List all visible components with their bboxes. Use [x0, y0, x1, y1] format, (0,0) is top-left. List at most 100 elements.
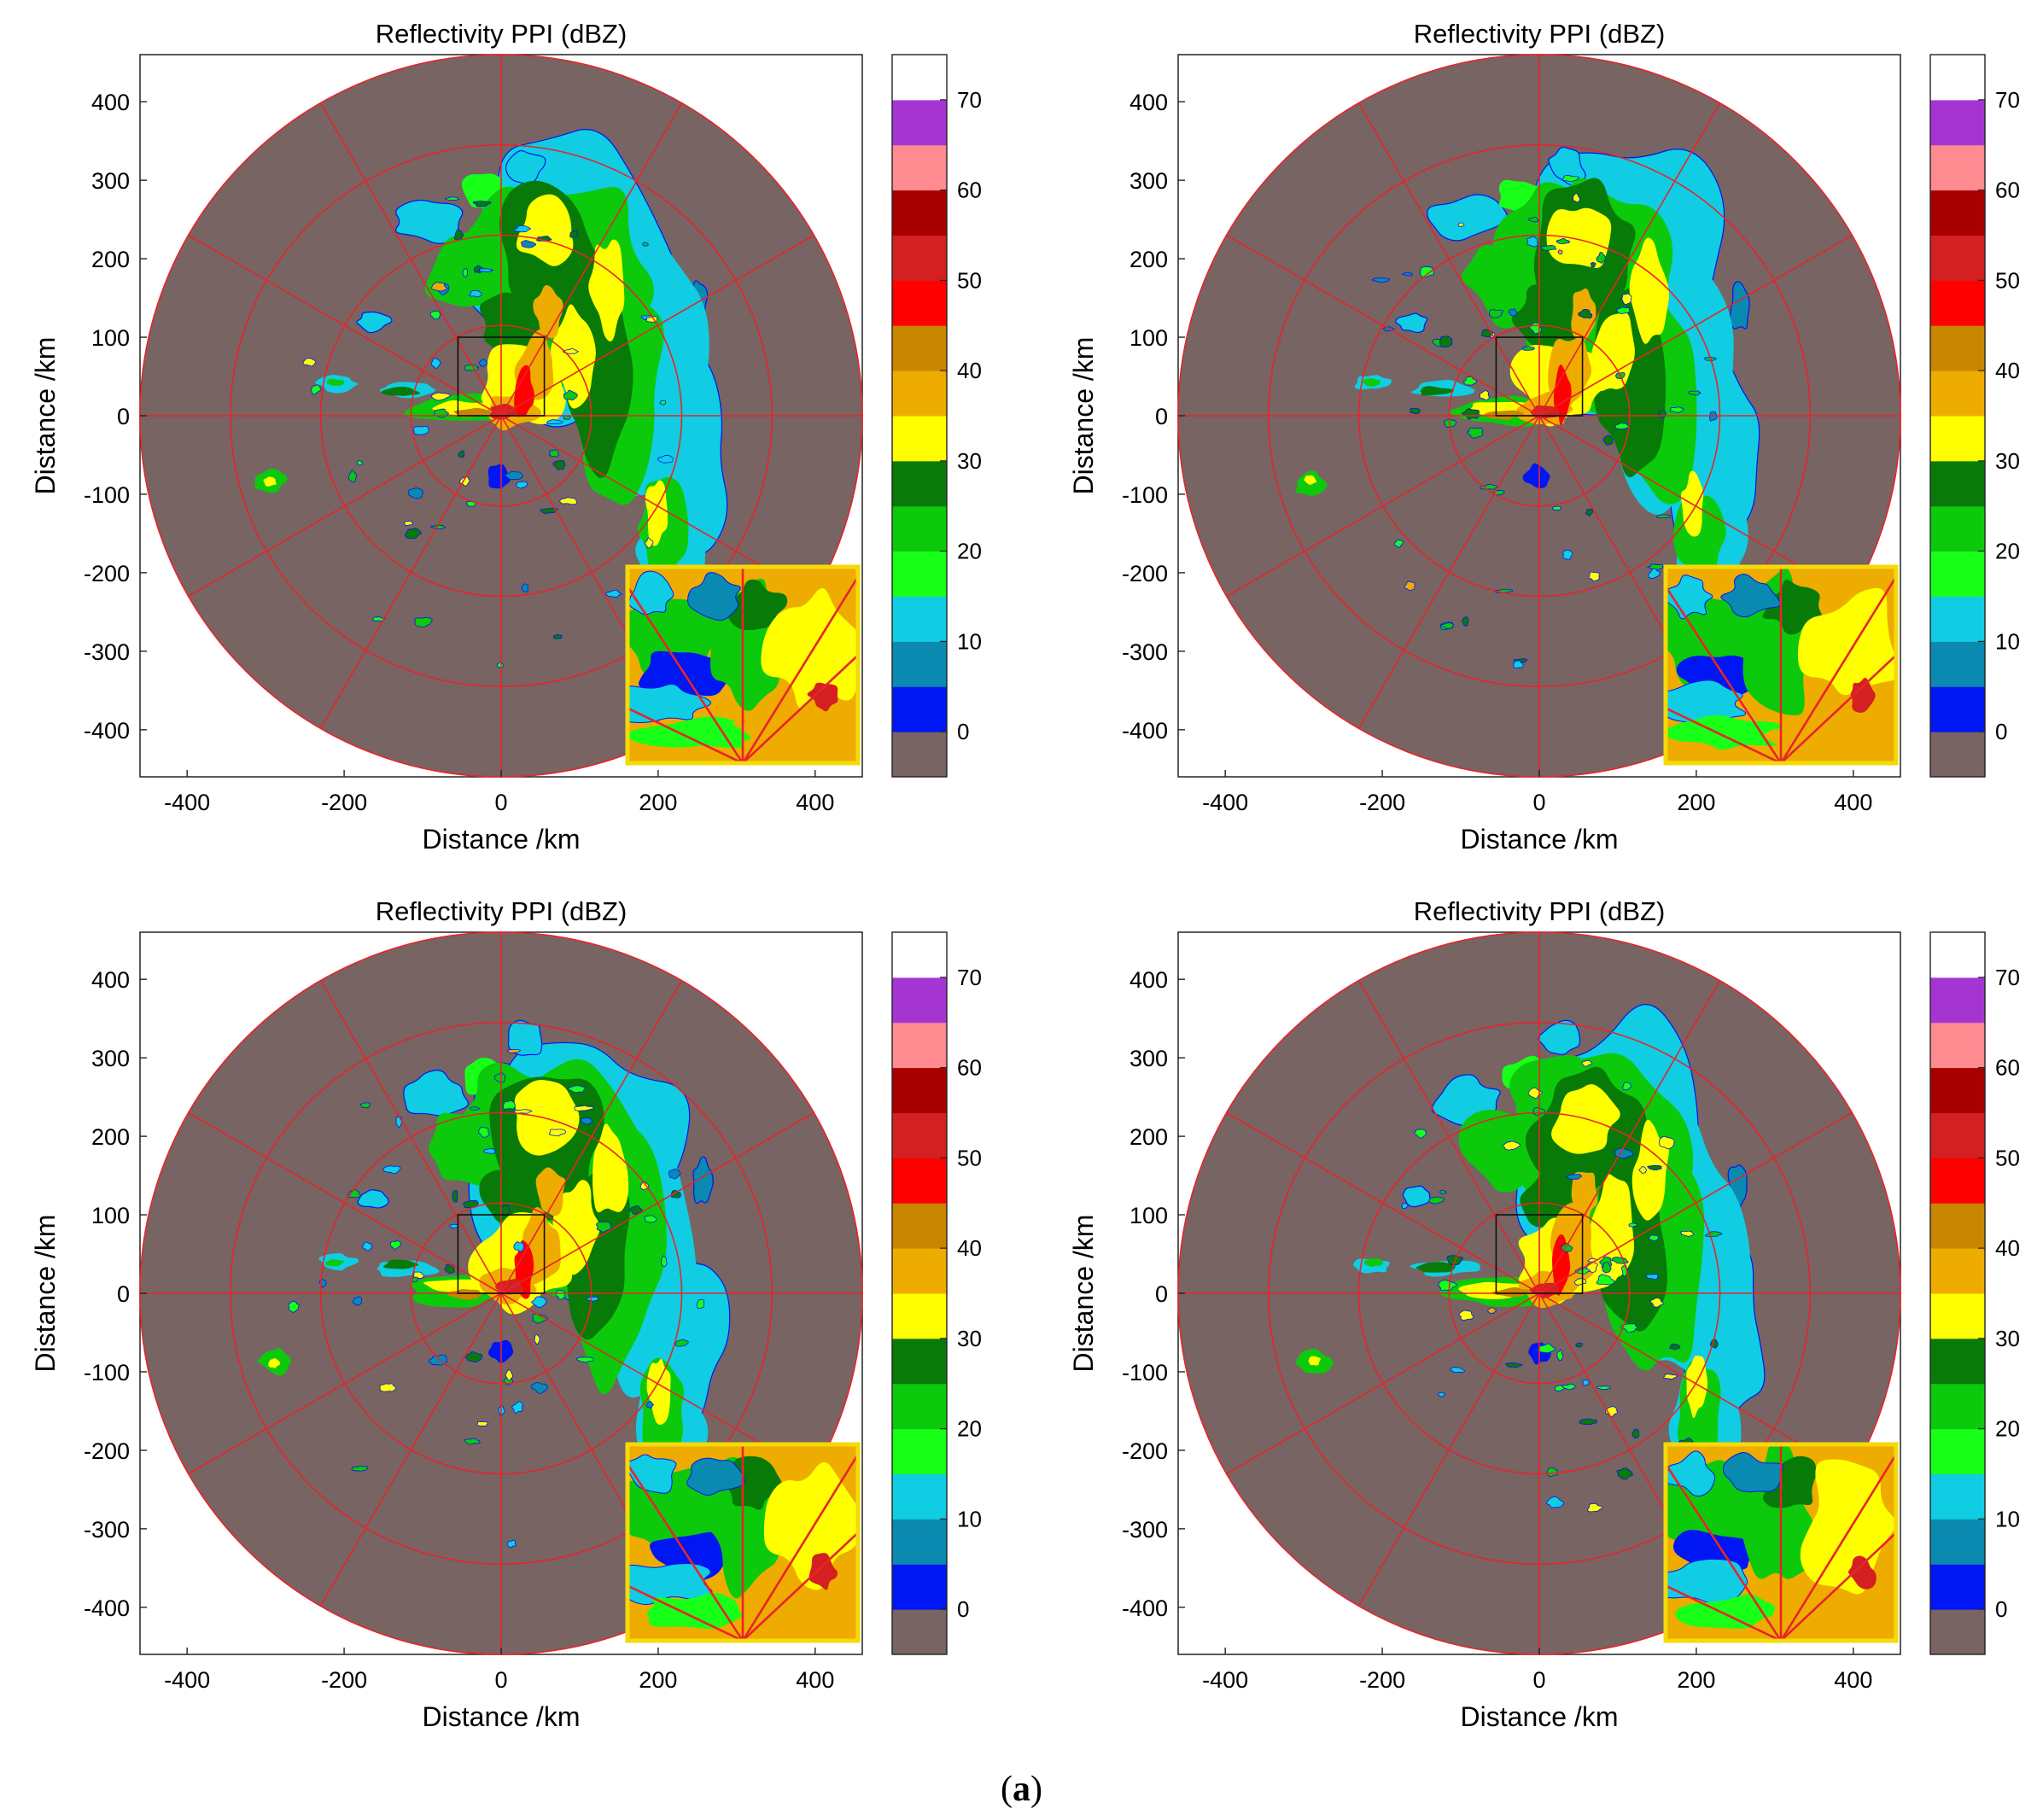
echo-cell: [588, 239, 625, 341]
echo-speckle: [563, 415, 571, 420]
colorbar-bin: [892, 99, 947, 146]
echo-cell: [516, 194, 574, 266]
colorbar-tick-label: 60: [957, 1055, 982, 1081]
echo-speckle: [605, 590, 622, 598]
colorbar-bin: [892, 1383, 947, 1430]
echo-speckle: [1645, 1274, 1659, 1280]
inset-echo-cell: [1847, 1555, 1877, 1590]
echo-speckle: [1602, 1261, 1612, 1274]
colorbar-tick-label: 70: [957, 965, 982, 990]
echo-cell: [381, 387, 421, 396]
zoom-inset: [625, 1442, 861, 1643]
colorbar-tick-label: 30: [957, 448, 982, 474]
echo-speckle: [1562, 550, 1573, 561]
echo-speckle: [1404, 580, 1416, 591]
echo-speckle: [1561, 175, 1580, 183]
colorbar-bin: [892, 280, 947, 326]
echo-speckle: [1621, 293, 1632, 306]
echo-speckle: [1458, 1310, 1474, 1321]
colorbar-frame: [891, 931, 948, 1655]
colorbar-bin: [1930, 144, 1985, 191]
colorbar-tick-label: 50: [1995, 1145, 2020, 1170]
echo-cell: [263, 476, 277, 487]
echo-speckle: [405, 528, 422, 540]
echo-speckle: [478, 268, 494, 272]
y-tick-label: -400: [1122, 718, 1168, 744]
inset-spoke: [1666, 586, 1783, 763]
echo-field: [257, 1019, 731, 1548]
colorbar-bin: [1930, 1203, 1985, 1249]
colorbar-bin: [892, 144, 947, 191]
colorbar-tick-label: 0: [1995, 719, 2007, 744]
echo-speckle: [464, 1350, 483, 1362]
echo-cell: [1402, 1185, 1431, 1208]
echo-speckle: [696, 1298, 705, 1310]
echo-speckle: [1437, 1391, 1446, 1397]
echo-speckle: [1401, 1203, 1409, 1209]
echo-speckle: [1628, 1222, 1638, 1228]
colorbar-bin: [892, 1203, 947, 1249]
echo-speckle: [1521, 346, 1535, 351]
colorbar-tick-label: 0: [957, 719, 969, 744]
inset-spoke: [742, 654, 858, 763]
echo-speckle: [1602, 435, 1614, 446]
echo-speckle: [430, 282, 447, 292]
echo-cell: [1511, 280, 1591, 358]
colorbar-bin: [1930, 505, 1985, 552]
echo-cell: [403, 1070, 470, 1117]
inset-spoke: [627, 707, 744, 763]
y-tick-label: -200: [1122, 561, 1168, 586]
echo-speckle: [1410, 407, 1421, 415]
echo-speckle: [476, 1420, 489, 1426]
colorbar-bin: [892, 1248, 947, 1294]
echo-speckle: [1419, 265, 1434, 278]
colorbar-tick-label: 40: [957, 1235, 982, 1261]
colorbar-bin: [1930, 1293, 1985, 1339]
echo-cell: [1308, 1356, 1321, 1366]
colorbar-bin: [1930, 1519, 1985, 1565]
echo-cell: [382, 1259, 419, 1269]
echo-speckle: [1439, 1189, 1447, 1194]
axes: 400 300 200 100 0 -100 -200 -300 -400 -400 -200 0 20…: [30, 90, 834, 855]
echo-speckle: [1462, 616, 1469, 627]
inset-echo-cell: [1722, 1452, 1784, 1493]
x-tick-label: 400: [1834, 1667, 1872, 1693]
y-tick-label: 300: [91, 168, 130, 194]
inset-echo-cell: [732, 1584, 842, 1635]
inset-echo-cell: [808, 1553, 838, 1590]
echo-field: [1295, 1004, 1766, 1513]
echo-speckle: [1647, 563, 1664, 570]
ppi-panel-3: Reflectivity PPI (dBZ)4003002001000-100-…: [30, 896, 982, 1732]
colorbar-bin: [1930, 1112, 1985, 1158]
zoom-box: [1495, 336, 1584, 417]
y-tick-label: 400: [91, 90, 130, 115]
colorbar-bin: [1930, 596, 1985, 642]
y-axis-label: Distance /km: [30, 1215, 61, 1373]
echo-speckle: [569, 230, 579, 238]
inset-spoke: [1666, 1463, 1783, 1641]
echo-speckle: [1440, 622, 1455, 629]
ppi-panel-2: Reflectivity PPI (dBZ)4003002001000-100-…: [1068, 19, 2020, 855]
echo-speckle: [445, 196, 460, 201]
colorbar-tick-label: 70: [1995, 87, 2020, 113]
colorbar-tick-label: 50: [957, 267, 982, 293]
radial-spoke: [1226, 415, 1540, 598]
echo-speckle: [1585, 508, 1594, 516]
zoom-inset: [1663, 1442, 1899, 1643]
colorbar: 70 60 50 40 30 20 10 0: [891, 54, 982, 778]
echo-speckle: [470, 1106, 480, 1111]
colorbar-bin: [892, 235, 947, 281]
echo-speckle: [1526, 236, 1538, 248]
echo-speckle: [1505, 1362, 1523, 1368]
echo-speckle: [1648, 1234, 1660, 1241]
x-axis-label: Distance /km: [1461, 824, 1619, 855]
echo-speckle: [1578, 308, 1593, 319]
echo-cell: [487, 464, 511, 489]
inset-echo-cell: [687, 572, 741, 621]
inset-spoke: [741, 1453, 858, 1641]
echo-speckle: [1502, 1140, 1521, 1151]
colorbar-tick-label: 30: [1995, 448, 2020, 474]
echo-speckle: [1556, 1349, 1563, 1362]
colorbar-bin: [1930, 1022, 1985, 1069]
x-tick-label: 0: [1532, 1667, 1545, 1693]
